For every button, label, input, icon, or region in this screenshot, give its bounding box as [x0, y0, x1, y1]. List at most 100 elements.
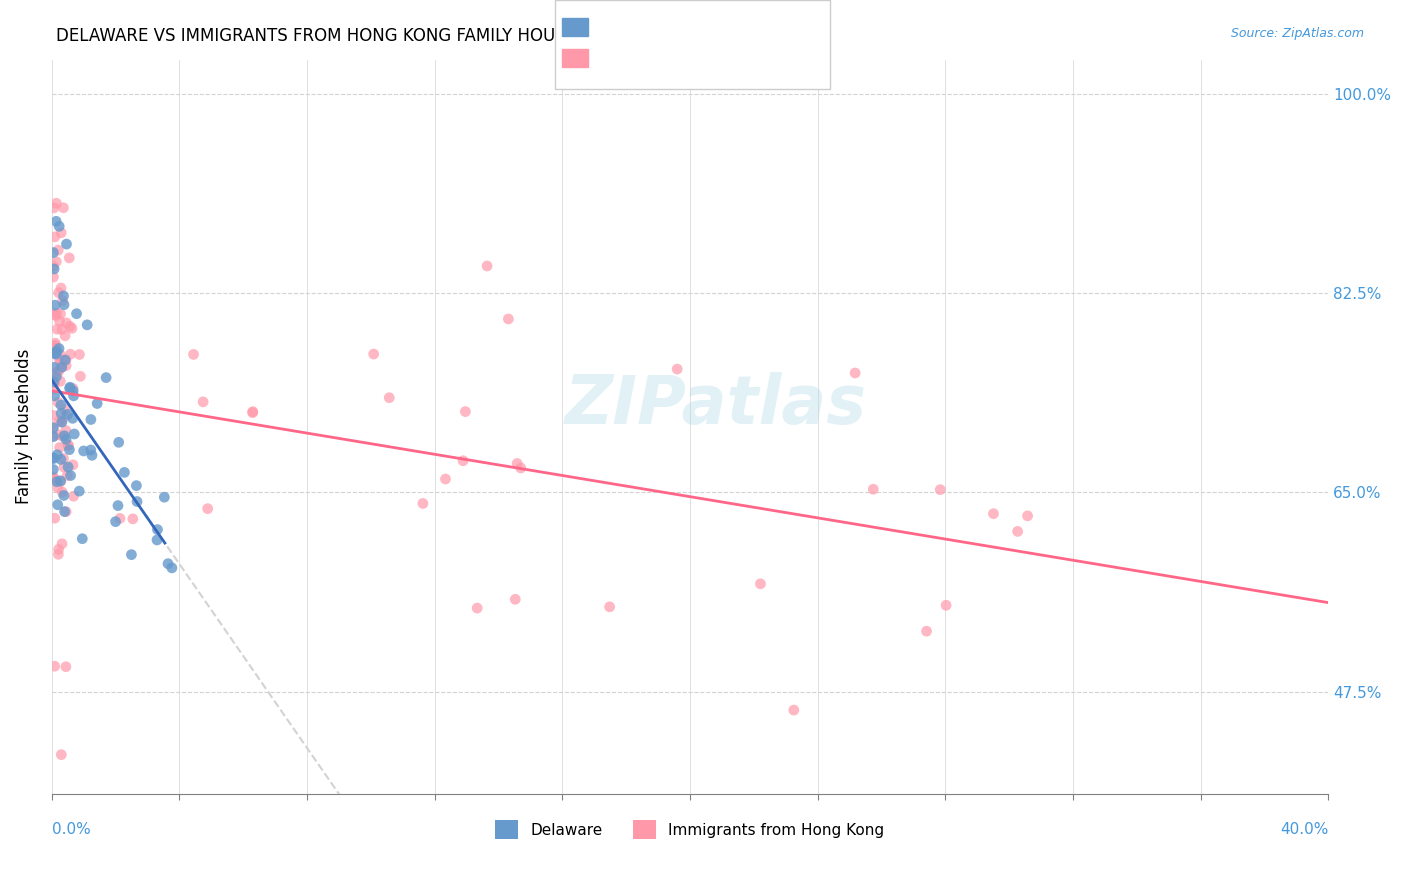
Point — [51, 485, 73, 500]
Point — [48, 428, 70, 442]
Point — [153, 490, 176, 504]
Point — [42, 451, 65, 466]
Point — [107, 435, 129, 450]
Point — [915, 624, 938, 639]
Point — [183, 347, 205, 361]
Text: ZIPatlas: ZIPatlas — [564, 372, 866, 438]
Point — [434, 472, 457, 486]
Point — [80, 412, 103, 426]
Point — [412, 496, 434, 510]
Point — [55, 409, 77, 423]
Point — [53, 328, 76, 343]
Point — [49, 452, 72, 467]
Point — [51, 360, 73, 375]
Point — [120, 548, 142, 562]
Point — [42, 470, 65, 484]
Point — [42, 429, 65, 443]
Point — [42, 375, 65, 389]
Point — [783, 703, 806, 717]
Point — [1017, 508, 1039, 523]
Point — [42, 429, 65, 443]
Point — [42, 371, 65, 385]
Point — [42, 360, 65, 375]
Point — [48, 219, 70, 234]
Point — [42, 471, 65, 485]
Point — [56, 468, 79, 483]
Point — [42, 421, 65, 435]
Point — [42, 245, 65, 260]
Point — [52, 451, 75, 466]
Point — [146, 523, 169, 537]
Point — [509, 461, 531, 475]
Point — [49, 281, 72, 295]
Point — [983, 507, 1005, 521]
Point — [844, 366, 866, 380]
Point — [59, 319, 82, 334]
Point — [60, 321, 83, 335]
Point — [62, 382, 84, 396]
Text: Source: ZipAtlas.com: Source: ZipAtlas.com — [1230, 27, 1364, 40]
Point — [86, 396, 108, 410]
Point — [44, 659, 66, 673]
Point — [67, 484, 90, 499]
Point — [44, 511, 66, 525]
Point — [62, 389, 84, 403]
Point — [53, 298, 76, 312]
Point — [94, 370, 117, 384]
Point — [44, 367, 66, 381]
Point — [48, 351, 70, 366]
Point — [76, 318, 98, 332]
Point — [44, 336, 66, 351]
Text: N =: N = — [678, 20, 717, 34]
Point — [55, 505, 77, 519]
Point — [242, 406, 264, 420]
Point — [48, 414, 70, 428]
Point — [42, 462, 65, 476]
Text: -0.155: -0.155 — [619, 51, 668, 65]
Point — [44, 376, 66, 391]
Point — [44, 298, 66, 312]
Point — [42, 270, 65, 285]
Point — [498, 312, 520, 326]
Point — [48, 542, 70, 557]
Point — [72, 444, 94, 458]
Point — [503, 592, 526, 607]
Point — [107, 499, 129, 513]
Point — [191, 394, 214, 409]
Point — [46, 448, 69, 462]
Point — [62, 411, 84, 425]
Legend: Delaware, Immigrants from Hong Kong: Delaware, Immigrants from Hong Kong — [489, 814, 890, 845]
Point — [80, 448, 103, 462]
Text: -0.553: -0.553 — [619, 20, 668, 34]
Point — [862, 482, 884, 496]
Point — [53, 429, 76, 443]
Point — [59, 468, 82, 483]
Text: R =: R = — [595, 20, 624, 34]
Point — [62, 458, 84, 472]
Point — [63, 427, 86, 442]
Point — [56, 438, 79, 452]
Point — [51, 226, 73, 240]
Point — [46, 547, 69, 561]
Point — [51, 415, 73, 429]
Point — [53, 402, 76, 417]
Point — [108, 511, 131, 525]
Point — [451, 454, 474, 468]
Point — [46, 322, 69, 336]
Text: R =: R = — [595, 51, 624, 65]
Point — [45, 475, 67, 489]
Point — [157, 557, 180, 571]
Point — [46, 498, 69, 512]
Point — [45, 344, 67, 359]
Point — [49, 374, 72, 388]
Point — [52, 293, 75, 308]
Point — [51, 415, 73, 429]
Point — [45, 345, 67, 359]
Text: 0.0%: 0.0% — [52, 822, 90, 838]
Point — [48, 285, 70, 300]
Point — [51, 360, 73, 375]
Point — [52, 201, 75, 215]
Point — [42, 382, 65, 396]
Text: 67: 67 — [713, 20, 733, 34]
Point — [51, 406, 73, 420]
